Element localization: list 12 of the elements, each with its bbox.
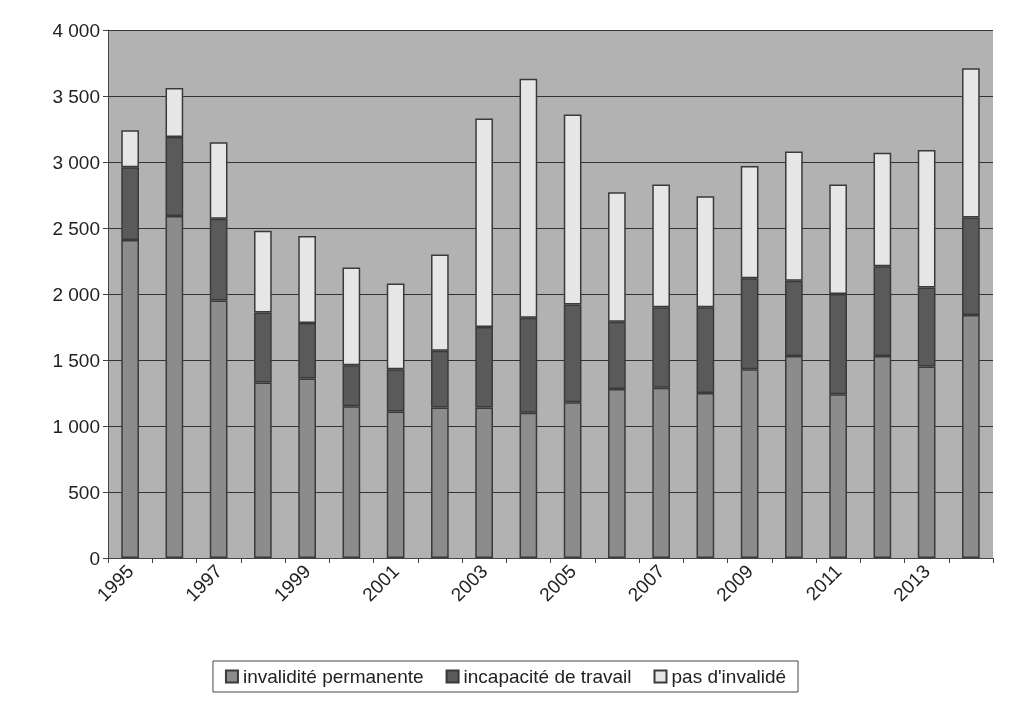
- legend-label: incapacité de travail: [463, 666, 632, 687]
- y-tick-label: 2 500: [52, 217, 100, 239]
- y-tick-label: 0: [89, 547, 100, 569]
- y-tick-label: 3 000: [52, 151, 100, 173]
- legend-label: invalidité permanente: [242, 666, 424, 687]
- y-tick-label: 3 500: [52, 85, 100, 107]
- legend-label: pas d'invalidé: [671, 666, 787, 687]
- y-tick-label: 1 000: [52, 415, 100, 437]
- y-tick-label: 4 000: [52, 19, 100, 41]
- y-tick-label: 1 500: [52, 349, 100, 371]
- y-tick-label: 2 000: [52, 283, 100, 305]
- y-tick-label: 500: [68, 481, 100, 503]
